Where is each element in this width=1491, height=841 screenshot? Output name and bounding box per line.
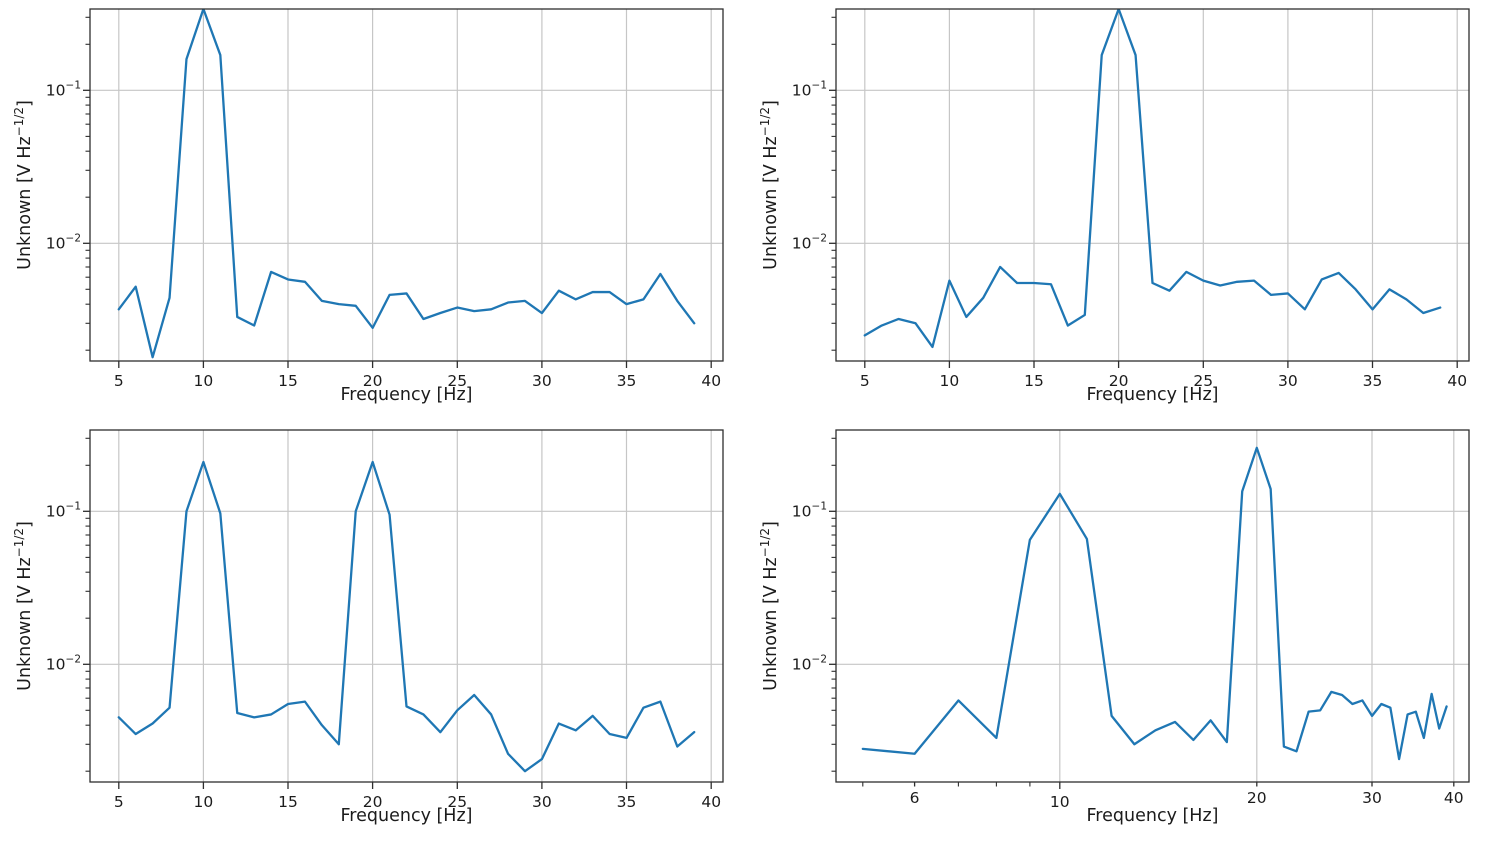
subplot-bottom-right: 6 10 20 30 40 10−1 10−2 Unknown [V Hz−1/2] Fre… (746, 421, 1491, 841)
svg-text:10−2: 10−2 (46, 232, 81, 252)
subplot-top-right: 5 10 15 20 25 30 35 40 10−1 10−2 Unknown [V Hz−1/… (746, 0, 1491, 420)
svg-text:30: 30 (1278, 372, 1298, 390)
svg-text:5: 5 (114, 793, 124, 811)
svg-text:40: 40 (701, 793, 721, 811)
plot-area-bottom-left: 5 10 15 20 25 30 35 40 10−1 10−2 (46, 429, 724, 811)
plot-area-bottom-right: 6 10 20 30 40 10−1 10−2 (792, 429, 1470, 811)
y-axis-label-exponent: −1/2 (12, 106, 27, 137)
svg-text:15: 15 (1024, 372, 1044, 390)
plot-area-top-left: 5 10 15 20 25 30 35 40 10−1 10−2 (46, 8, 724, 390)
svg-text:10−1: 10−1 (792, 500, 827, 520)
y-axis-label: Unknown [V Hz−1/2] (758, 430, 785, 782)
y-axis-label-text: Unknown [V Hz (15, 557, 35, 691)
x-axis-label: Frequency [Hz] (1086, 806, 1219, 826)
svg-text:10: 10 (1050, 793, 1070, 811)
svg-text:40: 40 (1447, 372, 1467, 390)
svg-text:15: 15 (278, 372, 298, 390)
svg-text:30: 30 (532, 793, 552, 811)
y-axis-label-suffix: ] (15, 521, 35, 528)
x-axis-label: Frequency [Hz] (340, 385, 473, 405)
svg-text:10: 10 (194, 793, 214, 811)
svg-text:10: 10 (194, 372, 214, 390)
svg-text:10−1: 10−1 (792, 79, 827, 99)
svg-text:6: 6 (910, 789, 920, 807)
svg-text:10−1: 10−1 (46, 500, 81, 520)
svg-text:20: 20 (363, 793, 383, 811)
svg-text:40: 40 (701, 372, 721, 390)
svg-text:10−2: 10−2 (792, 653, 827, 673)
svg-text:15: 15 (278, 793, 298, 811)
y-axis-label-suffix: ] (761, 100, 781, 107)
svg-text:10−1: 10−1 (46, 79, 81, 99)
svg-text:10: 10 (940, 372, 960, 390)
x-axis-label: Frequency [Hz] (340, 806, 473, 826)
y-axis-label-text: Unknown [V Hz (761, 557, 781, 691)
y-axis-label-suffix: ] (761, 521, 781, 528)
subplot-top-left: 5 10 15 20 25 30 35 40 10−1 10−2 Unknown [V Hz−1/… (0, 0, 745, 420)
svg-text:25: 25 (1193, 372, 1213, 390)
y-axis-label: Unknown [V Hz−1/2] (758, 9, 785, 361)
svg-text:40: 40 (1444, 789, 1464, 807)
svg-text:5: 5 (860, 372, 870, 390)
svg-text:30: 30 (1362, 789, 1382, 807)
y-axis-label: Unknown [V Hz−1/2] (12, 9, 39, 361)
svg-text:20: 20 (1109, 372, 1129, 390)
svg-text:30: 30 (532, 372, 552, 390)
svg-text:20: 20 (363, 372, 383, 390)
svg-text:25: 25 (447, 793, 467, 811)
subplot-bottom-left: 5 10 15 20 25 30 35 40 10−1 10−2 Unknown [V Hz−1/… (0, 421, 745, 841)
svg-text:25: 25 (447, 372, 467, 390)
y-axis-label: Unknown [V Hz−1/2] (12, 430, 39, 782)
y-axis-label-text: Unknown [V Hz (761, 136, 781, 270)
y-axis-label-exponent: −1/2 (758, 527, 773, 558)
y-axis-label-suffix: ] (15, 100, 35, 107)
x-axis-label: Frequency [Hz] (1086, 385, 1219, 405)
svg-text:10−2: 10−2 (46, 653, 81, 673)
plot-area-top-right: 5 10 15 20 25 30 35 40 10−1 10−2 (792, 8, 1470, 390)
svg-text:10−2: 10−2 (792, 232, 827, 252)
svg-text:35: 35 (617, 372, 637, 390)
svg-text:20: 20 (1247, 789, 1267, 807)
svg-text:5: 5 (114, 372, 124, 390)
y-axis-label-exponent: −1/2 (758, 106, 773, 137)
y-axis-label-text: Unknown [V Hz (15, 136, 35, 270)
svg-text:35: 35 (1363, 372, 1383, 390)
y-axis-label-exponent: −1/2 (12, 527, 27, 558)
svg-text:35: 35 (617, 793, 637, 811)
